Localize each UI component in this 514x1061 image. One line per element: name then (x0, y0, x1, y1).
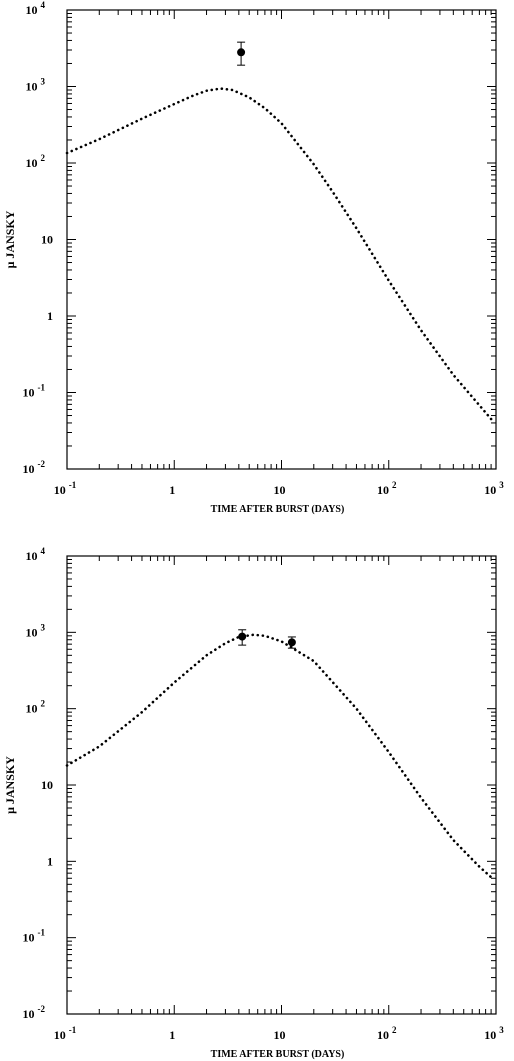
y-tick-label: 1 (47, 854, 53, 868)
model-curve (65, 87, 493, 421)
y-tick-label: 10 4 (26, 546, 46, 563)
y-tick-label: 1 (47, 309, 53, 323)
y-axis-title: μ JANSKY (3, 210, 17, 268)
model-curve (65, 633, 493, 879)
data-point (287, 636, 296, 649)
x-tick-label: 10 (274, 483, 286, 497)
data-point (237, 41, 246, 66)
x-tick-label: 10 2 (377, 1025, 397, 1042)
x-tick-label: 10 -1 (54, 1025, 77, 1042)
x-tick-label: 1 (169, 483, 175, 497)
data-marker (287, 638, 296, 647)
axis-ticks (66, 555, 497, 1015)
y-tick-label: 10 3 (26, 77, 46, 94)
y-tick-label: 10 -1 (23, 383, 46, 400)
x-axis-title: TIME AFTER BURST (DAYS) (211, 1049, 345, 1060)
plot-frame (66, 555, 497, 1015)
y-tick-label: 10 4 (26, 0, 46, 17)
y-tick-label: 10 2 (26, 153, 46, 170)
y-tick-label: 10 -2 (23, 459, 46, 476)
x-tick-label: 10 3 (484, 480, 504, 497)
y-tick-label: 10 3 (26, 622, 46, 639)
y-tick-label: 10 2 (26, 699, 46, 716)
y-tick-label: 10 -2 (23, 1004, 46, 1021)
x-tick-label: 1 (169, 1028, 175, 1042)
data-marker (238, 632, 247, 641)
x-axis-title: TIME AFTER BURST (DAYS) (211, 504, 345, 515)
data-marker (237, 48, 246, 57)
plot-frame (66, 9, 497, 470)
y-axis-title: μ JANSKY (3, 756, 17, 814)
data-point (238, 629, 247, 646)
axis-ticks (66, 9, 497, 470)
y-tick-label: 10 (41, 233, 53, 247)
y-tick-label: 10 (41, 778, 53, 792)
x-tick-label: 10 -1 (54, 480, 77, 497)
y-tick-label: 10 -1 (23, 928, 46, 945)
x-tick-label: 10 3 (484, 1025, 504, 1042)
x-tick-label: 10 2 (377, 480, 397, 497)
x-tick-label: 10 (274, 1028, 286, 1042)
